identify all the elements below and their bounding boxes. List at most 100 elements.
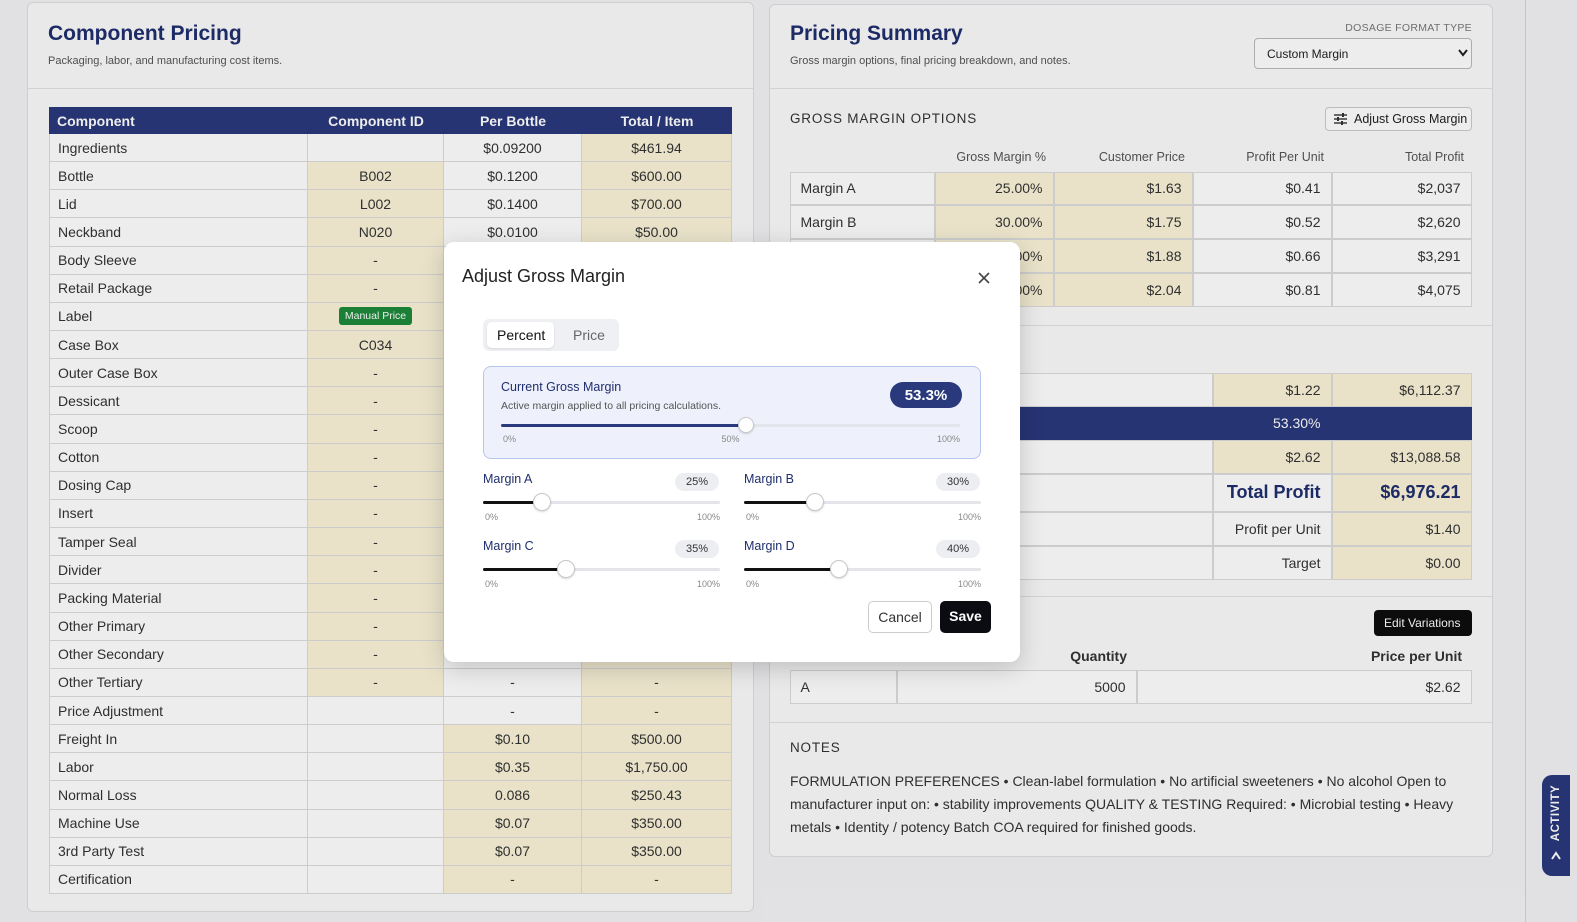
card-description: Active margin applied to all pricing cal… bbox=[501, 400, 722, 412]
panel-title: Pricing Summary bbox=[790, 22, 963, 45]
table-cell: - bbox=[308, 471, 444, 500]
table-cell: Outer Case Box bbox=[49, 359, 308, 388]
table-cell: $0.00 bbox=[1331, 545, 1472, 580]
table-cell: 30.00% bbox=[934, 205, 1054, 240]
table-cell: - bbox=[444, 865, 582, 894]
divider bbox=[28, 88, 753, 89]
margin-label: Margin C bbox=[483, 539, 534, 553]
table-cell: Margin B bbox=[789, 205, 935, 240]
table-cell: $250.43 bbox=[582, 781, 732, 810]
table-cell: Tamper Seal bbox=[49, 528, 308, 557]
cancel-button[interactable]: Cancel bbox=[868, 601, 932, 633]
slider-tick-label: 100% bbox=[936, 434, 960, 444]
slider-track[interactable] bbox=[483, 500, 720, 504]
table-cell: $0.1400 bbox=[444, 190, 582, 219]
table-cell: Price Adjustment bbox=[49, 696, 308, 726]
table-cell: $50.00 bbox=[582, 218, 732, 247]
margin-label: Margin D bbox=[744, 539, 795, 553]
select-chevron bbox=[1458, 49, 1468, 57]
table-cell: - bbox=[308, 668, 444, 697]
tab[interactable]: Price bbox=[573, 327, 605, 343]
table-cell: B002 bbox=[308, 162, 444, 191]
table-cell: $13,088.58 bbox=[1331, 439, 1472, 474]
table-cell: $0.41 bbox=[1192, 171, 1332, 206]
table-header: Component bbox=[49, 107, 308, 134]
table-cell: Other Tertiary bbox=[49, 668, 308, 697]
slider-fill bbox=[744, 500, 816, 504]
table-cell bbox=[308, 725, 444, 754]
table-cell: Body Sleeve bbox=[49, 246, 308, 275]
table-cell: - bbox=[582, 668, 732, 697]
table-cell bbox=[308, 134, 444, 163]
save-button[interactable]: Save bbox=[940, 601, 991, 633]
slider-track[interactable] bbox=[744, 500, 981, 504]
table-cell: - bbox=[444, 668, 582, 697]
table-header: Quantity bbox=[1070, 647, 1127, 664]
modal-title: Adjust Gross Margin bbox=[462, 266, 626, 286]
table-cell: $0.81 bbox=[1192, 272, 1332, 307]
table-cell bbox=[308, 809, 444, 838]
slider-thumb[interactable] bbox=[806, 493, 825, 511]
table-cell: $2,037 bbox=[1331, 171, 1472, 206]
slider-thumb[interactable] bbox=[829, 560, 848, 578]
table-cell: $1.22 bbox=[1212, 372, 1332, 407]
tab-active[interactable]: Percent bbox=[487, 322, 554, 348]
table-cell: - bbox=[308, 415, 444, 444]
table-cell bbox=[308, 865, 444, 894]
table-cell: Normal Loss bbox=[49, 781, 308, 810]
table-cell: Cotton bbox=[49, 443, 308, 472]
slider-tick-label: 0% bbox=[485, 579, 499, 589]
activity-tab[interactable]: ACTIVITY bbox=[1542, 775, 1570, 876]
table-cell: $4,075 bbox=[1331, 272, 1472, 307]
table-header: Profit Per Unit bbox=[1246, 149, 1324, 164]
slider-track[interactable] bbox=[744, 567, 981, 571]
slider-track[interactable] bbox=[483, 567, 720, 571]
table-cell: $500.00 bbox=[582, 725, 732, 754]
table-cell: Freight In bbox=[49, 725, 308, 754]
table-cell: Insert bbox=[49, 499, 308, 529]
table-header: Customer Price bbox=[1098, 149, 1185, 164]
panel-title: Component Pricing bbox=[48, 22, 242, 45]
slider-fill bbox=[744, 567, 839, 571]
table-cell: Labor bbox=[49, 753, 308, 782]
table-header: Per Bottle bbox=[444, 107, 582, 134]
edit-variations-button[interactable]: Edit Variations bbox=[1374, 610, 1472, 636]
table-cell: - bbox=[308, 556, 444, 585]
table-cell: $6,976.21 bbox=[1331, 473, 1472, 512]
table-cell: - bbox=[582, 696, 732, 726]
table-cell: N020 bbox=[308, 218, 444, 247]
slider-thumb[interactable] bbox=[737, 417, 754, 433]
table-header: Gross Margin % bbox=[956, 149, 1046, 164]
activity-chevron bbox=[1551, 851, 1561, 860]
table-cell bbox=[308, 753, 444, 782]
slider-tick-label: 100% bbox=[696, 512, 720, 522]
table-cell: Target bbox=[1212, 545, 1332, 580]
adjust-margin-button[interactable]: Adjust Gross Margin bbox=[1325, 107, 1472, 131]
table-cell: - bbox=[308, 246, 444, 275]
table-cell bbox=[308, 837, 444, 866]
margin-badge: 35% bbox=[675, 540, 719, 558]
slider-thumb[interactable] bbox=[556, 560, 575, 578]
dosage-select[interactable]: Custom Margin bbox=[1254, 38, 1472, 69]
table-cell: Packing Material bbox=[49, 584, 308, 613]
table-cell: $1.88 bbox=[1053, 239, 1193, 273]
table-cell: Manual Price bbox=[308, 302, 444, 332]
close-button[interactable] bbox=[976, 270, 992, 286]
slider-tick-label: 0% bbox=[485, 512, 499, 522]
table-cell: Other Primary bbox=[49, 612, 308, 641]
table-cell: $0.35 bbox=[444, 753, 582, 782]
table-cell: $0.09200 bbox=[444, 134, 582, 163]
table-cell: - bbox=[308, 640, 444, 669]
table-cell: - bbox=[308, 528, 444, 557]
slider-thumb[interactable] bbox=[533, 493, 552, 511]
value-badge: 53.3% bbox=[890, 382, 962, 408]
table-cell: 53.30% bbox=[1212, 406, 1332, 440]
slider-tick-label: 0% bbox=[746, 579, 760, 589]
panel-subtitle: Packaging, labor, and manufacturing cost… bbox=[48, 55, 283, 67]
table-cell: 25.00% bbox=[934, 171, 1054, 206]
table-cell: $1.75 bbox=[1053, 205, 1193, 240]
table-cell: $3,291 bbox=[1331, 239, 1472, 273]
table-cell: Certification bbox=[49, 865, 308, 894]
sliders-icon bbox=[1334, 113, 1347, 125]
